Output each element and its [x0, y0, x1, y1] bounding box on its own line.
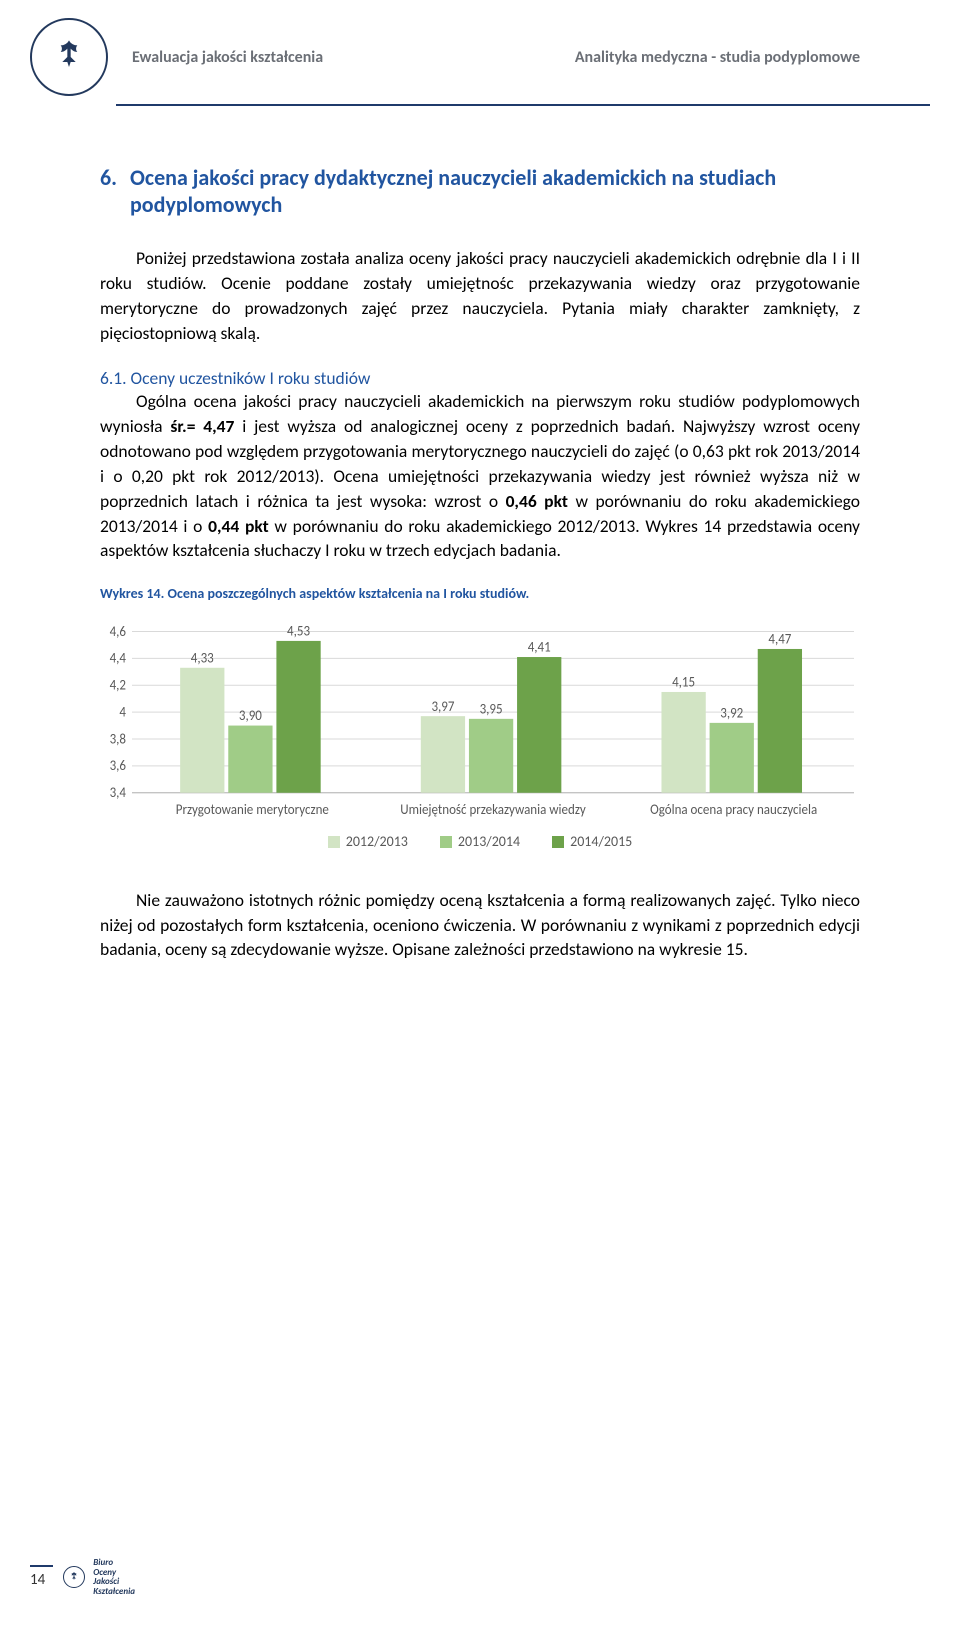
legend-swatch [440, 836, 452, 848]
paragraph-conclusion: Nie zauważono istotnych różnic pomiędzy … [100, 888, 860, 963]
legend-swatch [552, 836, 564, 848]
svg-text:Ogólna ocena pracy nauczyciela: Ogólna ocena pracy nauczyciela [650, 801, 817, 819]
p2-delta2: 0,44 pkt [208, 515, 269, 537]
footer-org-name: Biuro Oceny Jakości Kształcenia [93, 1558, 135, 1596]
footer-org-line4: Kształcenia [93, 1587, 135, 1596]
svg-text:3,4: 3,4 [110, 784, 127, 802]
legend-swatch [328, 836, 340, 848]
chart-caption: Wykres 14. Ocena poszczególnych aspektów… [100, 585, 860, 602]
page-content: 6.Ocena jakości pracy dydaktycznej naucz… [0, 164, 960, 962]
svg-text:4,33: 4,33 [191, 649, 214, 667]
svg-text:3,6: 3,6 [110, 757, 127, 775]
svg-text:4,6: 4,6 [110, 623, 127, 641]
header-titles: Ewaluacja jakości kształcenia Analityka … [132, 48, 860, 67]
legend-item: 2014/2015 [552, 833, 632, 850]
section-6-title: 6.Ocena jakości pracy dydaktycznej naucz… [100, 164, 860, 218]
chart-legend: 2012/2013 2013/2014 2014/2015 [100, 833, 860, 852]
eagle-icon [68, 1571, 80, 1583]
legend-label: 2012/2013 [346, 833, 408, 850]
page-number: 14 [30, 1565, 53, 1589]
svg-text:4: 4 [119, 703, 126, 721]
chart-svg: 3,4 3,6 3,8 4 4,2 4,4 4,6 4,33 3,90 4,53 Przygotow… [100, 610, 860, 825]
p2-delta1: 0,46 pkt [506, 490, 568, 512]
legend-label: 2013/2014 [458, 833, 520, 850]
svg-text:3,97: 3,97 [431, 698, 454, 716]
section-title-line2: podyplomowych [130, 191, 860, 218]
svg-text:3,92: 3,92 [720, 704, 743, 722]
svg-text:4,2: 4,2 [110, 676, 127, 694]
paragraph-intro: Poniżej przedstawiona została analiza oc… [100, 246, 860, 345]
page-footer: 14 Biuro Oceny Jakości Kształcenia [30, 1558, 135, 1596]
svg-text:4,47: 4,47 [768, 630, 791, 648]
subsection-number: 6.1. [100, 367, 127, 389]
university-logo [30, 18, 108, 96]
svg-text:3,90: 3,90 [239, 707, 262, 725]
chart-14: 3,4 3,6 3,8 4 4,2 4,4 4,6 4,33 3,90 4,53 Przygotow… [100, 610, 860, 825]
section-number: 6. [100, 164, 130, 191]
svg-text:3,8: 3,8 [110, 730, 127, 748]
legend-item: 2012/2013 [328, 833, 408, 850]
header-rule [116, 104, 930, 106]
header-left-text: Ewaluacja jakości kształcenia [132, 48, 323, 67]
svg-text:3,95: 3,95 [480, 700, 503, 718]
legend-item: 2013/2014 [440, 833, 520, 850]
eagle-icon [49, 37, 89, 77]
legend-label: 2014/2015 [570, 833, 632, 850]
p2-mean: śr.= 4,47 [170, 415, 234, 437]
svg-text:4,4: 4,4 [110, 649, 127, 667]
page-header: Ewaluacja jakości kształcenia Analityka … [0, 0, 960, 104]
header-right-text: Analityka medyczna - studia podyplomowe [575, 48, 860, 67]
section-title-line1: Ocena jakości pracy dydaktycznej nauczyc… [130, 164, 776, 191]
footer-logo [63, 1566, 85, 1588]
svg-text:4,15: 4,15 [672, 673, 695, 691]
svg-text:Przygotowanie merytoryczne: Przygotowanie merytoryczne [176, 801, 329, 819]
paragraph-analysis: Ogólna ocena jakości pracy nauczycieli a… [100, 389, 860, 563]
svg-text:4,41: 4,41 [528, 638, 551, 656]
subsection-title: Oceny uczestników I roku studiów [131, 367, 371, 389]
svg-text:Umiejętność przekazywania wied: Umiejętność przekazywania wiedzy [400, 801, 586, 819]
svg-text:4,53: 4,53 [287, 622, 310, 640]
subsection-6-1-heading: 6.1. Oceny uczestników I roku studiów [100, 367, 860, 389]
